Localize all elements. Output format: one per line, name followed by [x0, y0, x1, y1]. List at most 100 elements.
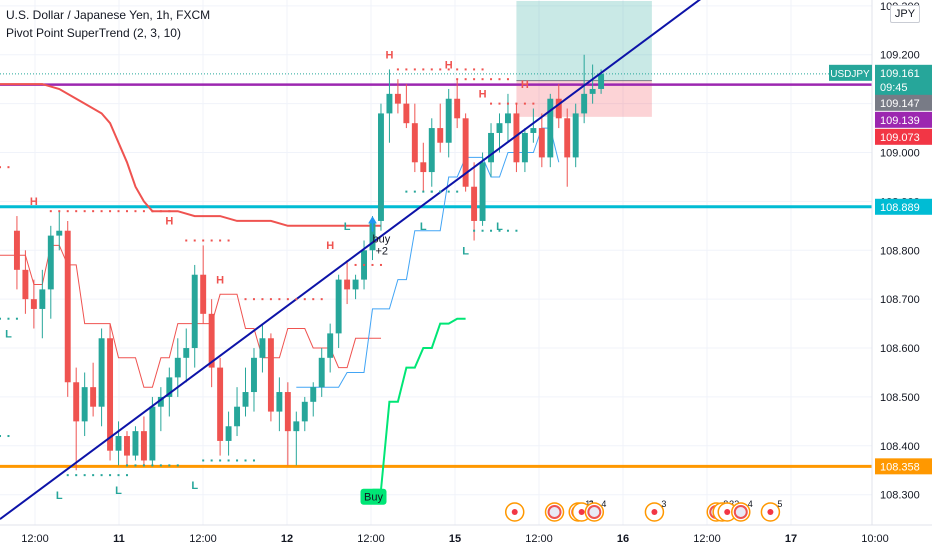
- trendline-line: [0, 0, 701, 520]
- candle-body: [64, 230, 71, 383]
- candle-body: [157, 396, 164, 407]
- pivot-high-label: H: [445, 59, 453, 71]
- time-tick: 12:00: [357, 533, 385, 545]
- event-dot-icon: [578, 509, 585, 515]
- pivot-high-dash: [159, 210, 162, 213]
- candle-body: [352, 279, 359, 290]
- candle-body: [598, 73, 605, 89]
- candle-body: [310, 387, 317, 402]
- candle-body: [73, 382, 80, 422]
- pivot-high-dash: [532, 102, 535, 105]
- candle-body: [420, 162, 427, 173]
- candle-body: [30, 299, 37, 309]
- candle-body: [564, 118, 571, 158]
- pivot-low-dash: [481, 229, 484, 232]
- candle-body: [242, 392, 249, 407]
- trendline[interactable]: [0, 0, 711, 520]
- pivot-high-dash: [142, 210, 145, 213]
- candle-body: [301, 401, 308, 422]
- horizontal-lines[interactable]: [0, 73, 872, 468]
- pivot-center-line: [0, 244, 381, 388]
- pivot-high-dash: [83, 210, 86, 213]
- pivot-low-dash: [159, 464, 162, 467]
- time-tick: 16: [617, 533, 629, 545]
- pivot-low-label: L: [420, 221, 427, 233]
- event-dot-icon: [767, 509, 774, 515]
- pivot-low-label: L: [191, 480, 198, 492]
- candle-body: [107, 338, 114, 451]
- candle-body: [166, 377, 173, 397]
- time-tick: 17: [785, 533, 797, 545]
- pivot-low-dash: [125, 464, 128, 467]
- pivot-high-dash: [0, 166, 1, 169]
- price-axis[interactable]: 109.300109.200109.100109.000108.900108.8…: [829, 0, 932, 550]
- event-count: 4: [748, 499, 753, 509]
- pivot-high-label: H: [30, 196, 38, 208]
- price-tag: [875, 111, 932, 128]
- candle-body: [284, 392, 291, 432]
- candles: [13, 54, 605, 471]
- pivot-low-dash: [0, 317, 1, 320]
- event-markers[interactable]: 1124383345: [504, 499, 783, 522]
- candle-body: [428, 128, 435, 173]
- currency-button[interactable]: JPY: [890, 5, 920, 23]
- candle-body: [191, 274, 198, 349]
- pivot-high-dash: [447, 68, 450, 71]
- pivot-high-dash: [66, 210, 69, 213]
- symbol-title: U.S. Dollar / Japanese Yen, 1h, FXCM: [6, 8, 211, 22]
- pivot-high-dash: [151, 210, 154, 213]
- candle-body: [479, 162, 486, 221]
- candle-body: [369, 220, 376, 251]
- candle-body: [462, 118, 469, 187]
- candle-body: [445, 98, 452, 143]
- pivot-high-dash: [363, 263, 366, 266]
- price-tick: 109.200: [880, 50, 920, 62]
- pivot-high-label: H: [385, 50, 393, 62]
- pivot-low-dash: [439, 190, 442, 193]
- price-tag-label: 109.073: [880, 132, 920, 144]
- price-tag-label: 109.147: [880, 98, 920, 110]
- pivot-high-dash: [100, 210, 103, 213]
- time-axis-bg: [0, 525, 932, 550]
- candle-body: [208, 313, 215, 368]
- event-count: 4: [601, 499, 606, 509]
- pivot-high-dash: [439, 68, 442, 71]
- pivot-high-dash: [303, 298, 306, 301]
- pivot-low-dash: [117, 474, 120, 477]
- pivot-high-dash: [498, 102, 501, 105]
- candle-body: [437, 128, 444, 143]
- candle-body: [293, 421, 300, 432]
- candle-body: [496, 123, 503, 133]
- pivot-high-dash: [523, 102, 526, 105]
- pivot-high-dash: [498, 78, 501, 81]
- price-tag: [875, 458, 932, 475]
- price-tick: 108.700: [880, 294, 920, 306]
- price-tag: [875, 94, 932, 111]
- time-tick: 12:00: [21, 533, 49, 545]
- candle-body: [13, 230, 20, 270]
- candle-body: [411, 123, 418, 163]
- candle-body: [98, 338, 105, 407]
- candle-body: [504, 113, 511, 124]
- pivot-high-dash: [134, 210, 137, 213]
- candle-body: [471, 186, 478, 221]
- pivot-high-dash: [456, 68, 459, 71]
- pivot-high-dash: [354, 263, 357, 266]
- candle-body: [318, 357, 325, 388]
- candle-body: [555, 98, 562, 119]
- candle-body: [132, 431, 139, 456]
- pivot-low-dash: [7, 317, 10, 320]
- pivot-high-dash: [219, 239, 222, 242]
- candle-body: [267, 338, 274, 412]
- price-tick: 108.300: [880, 490, 920, 502]
- time-axis[interactable]: 12:00 11 12:00 12 12:00 15 12:00 16 12:00 17 10:00: [0, 524, 932, 550]
- pivot-high-dash: [278, 298, 281, 301]
- candle-body: [115, 436, 122, 451]
- pivot-high-dash: [312, 298, 315, 301]
- pivot-high-dash: [413, 68, 416, 71]
- candle-body: [394, 93, 401, 104]
- pivot-low-dash: [202, 459, 205, 462]
- candle-body: [225, 426, 232, 441]
- event-dot-icon: [511, 509, 518, 515]
